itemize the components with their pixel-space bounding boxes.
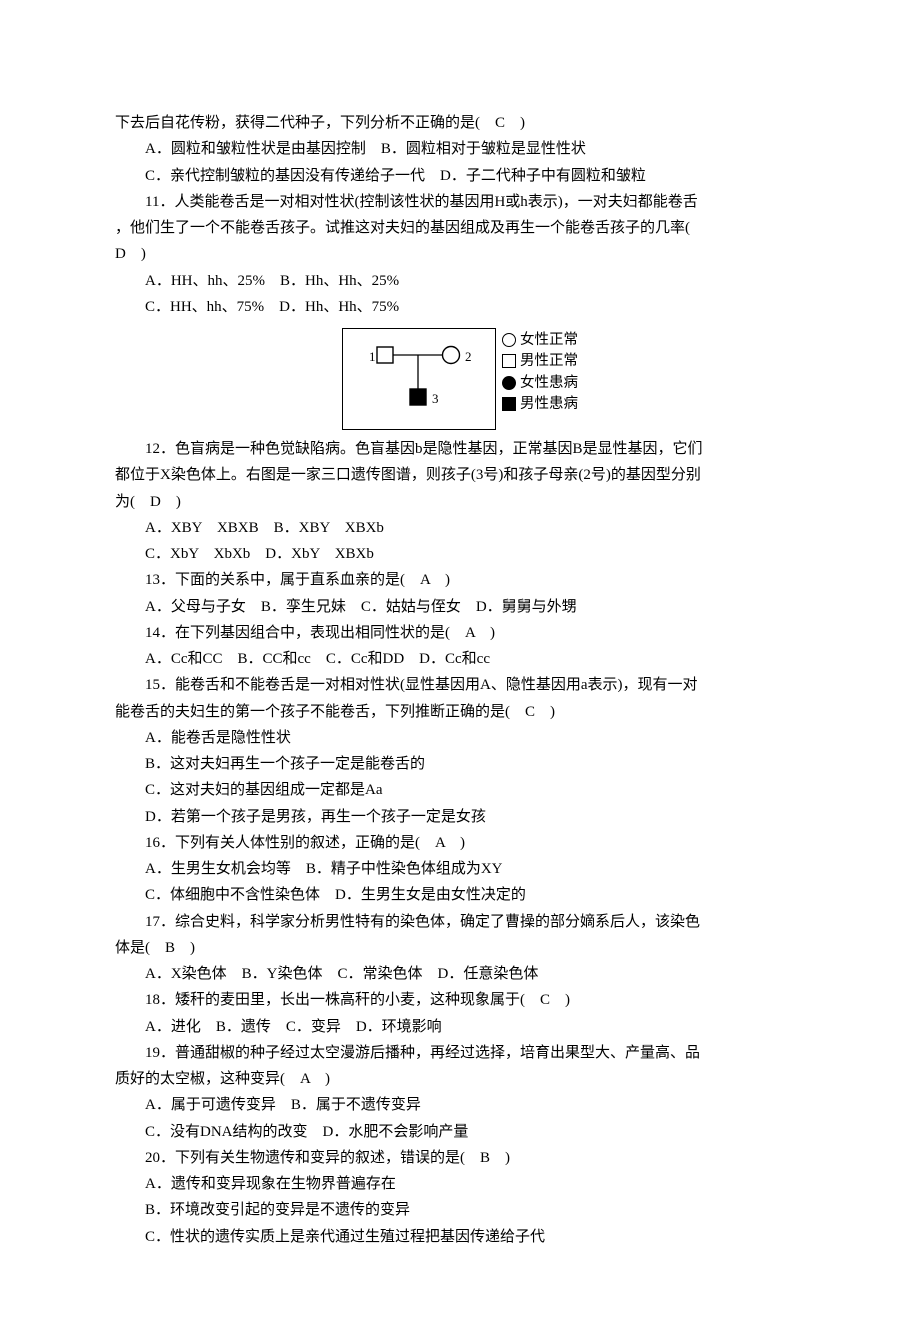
q20-option-a: A．遗传和变异现象在生物界普遍存在 [115, 1171, 805, 1197]
legend-male-affected: 男性患病 [502, 394, 578, 414]
q12-option-ab: A．XBY XBXB B．XBY XBXb [115, 515, 805, 541]
q12-stem-line2: 都位于X染色体上。右图是一家三口遗传图谱，则孩子(3号)和孩子母亲(2号)的基因… [115, 462, 805, 488]
q18-options: A．进化 B．遗传 C．变异 D．环境影响 [115, 1014, 805, 1040]
q16-option-cd: C．体细胞中不含性染色体 D．生男生女是由女性决定的 [115, 882, 805, 908]
pedigree-diagram: 1 2 3 女性正常 [342, 328, 578, 430]
legend-text-male-normal: 男性正常 [520, 351, 578, 371]
pedigree-svg: 1 2 3 [355, 339, 483, 421]
q20-option-c: C．性状的遗传实质上是亲代通过生殖过程把基因传递给子代 [115, 1224, 805, 1250]
q19-stem-line2: 质好的太空椒，这种变异( A ) [115, 1066, 805, 1092]
q14-options: A．Cc和CC B．CC和cc C．Cc和DD D．Cc和cc [115, 646, 805, 672]
legend-text-male-affected: 男性患病 [520, 394, 578, 414]
q19-option-ab: A．属于可遗传变异 B．属于不遗传变异 [115, 1092, 805, 1118]
legend-male-normal: 男性正常 [502, 351, 578, 371]
q12-stem-line3: 为( D ) [115, 489, 805, 515]
document-page: 下去后自花传粉，获得二代种子，下列分析不正确的是( C ) A．圆粒和皱粒性状是… [0, 0, 920, 1330]
q11-option-ab: A．HH、hh、25% B．Hh、Hh、25% [115, 268, 805, 294]
q15-stem-line1: 15．能卷舌和不能卷舌是一对相对性状(显性基因用A、隐性基因用a表示)，现有一对 [115, 672, 805, 698]
pedigree-label-3: 3 [432, 391, 439, 406]
q12-stem-line1: 12．色盲病是一种色觉缺陷病。色盲基因b是隐性基因，正常基因B是显性基因，它们 [115, 436, 805, 462]
pedigree-label-2: 2 [465, 349, 472, 364]
q13-stem: 13．下面的关系中，属于直系血亲的是( A ) [115, 567, 805, 593]
circle-empty-icon [502, 333, 516, 347]
pedigree-diagram-wrap: 1 2 3 女性正常 [115, 328, 805, 430]
square-fill-icon [502, 397, 516, 411]
intro-option-ab: A．圆粒和皱粒性状是由基因控制 B．圆粒相对于皱粒是显性性状 [115, 136, 805, 162]
q11-stem-line2: ，他们生了一个不能卷舌孩子。试推这对夫妇的基因组成及再生一个能卷舌孩子的几率( [115, 215, 805, 241]
q15-option-b: B．这对夫妇再生一个孩子一定是能卷舌的 [115, 751, 805, 777]
q16-stem: 16．下列有关人体性别的叙述，正确的是( A ) [115, 830, 805, 856]
q20-option-b: B．环境改变引起的变异是不遗传的变异 [115, 1197, 805, 1223]
q11-stem-line3: D ) [115, 241, 805, 267]
q16-option-ab: A．生男生女机会均等 B．精子中性染色体组成为XY [115, 856, 805, 882]
pedigree-box: 1 2 3 [342, 328, 496, 430]
q18-stem: 18．矮秆的麦田里，长出一株高秆的小麦，这种现象属于( C ) [115, 987, 805, 1013]
q20-stem: 20．下列有关生物遗传和变异的叙述，错误的是( B ) [115, 1145, 805, 1171]
intro-option-cd: C．亲代控制皱粒的基因没有传递给子一代 D．子二代种子中有圆粒和皱粒 [115, 163, 805, 189]
q15-option-a: A．能卷舌是隐性性状 [115, 725, 805, 751]
pedigree-label-1: 1 [369, 349, 376, 364]
pedigree-child-icon [410, 389, 426, 405]
q17-stem-line2: 体是( B ) [115, 935, 805, 961]
square-empty-icon [502, 354, 516, 368]
pedigree-legend: 女性正常 男性正常 女性患病 男性患病 [502, 328, 578, 415]
q13-options: A．父母与子女 B．孪生兄妹 C．姑姑与侄女 D．舅舅与外甥 [115, 594, 805, 620]
pedigree-mother-icon [443, 347, 460, 364]
q17-options: A．X染色体 B．Y染色体 C．常染色体 D．任意染色体 [115, 961, 805, 987]
q19-option-cd: C．没有DNA结构的改变 D．水肥不会影响产量 [115, 1119, 805, 1145]
intro-tail-line: 下去后自花传粉，获得二代种子，下列分析不正确的是( C ) [115, 110, 805, 136]
q15-option-c: C．这对夫妇的基因组成一定都是Aa [115, 777, 805, 803]
q15-stem-line2: 能卷舌的夫妇生的第一个孩子不能卷舌，下列推断正确的是( C ) [115, 699, 805, 725]
q11-stem-line1: 11．人类能卷舌是一对相对性状(控制该性状的基因用H或h表示)，一对夫妇都能卷舌 [115, 189, 805, 215]
q12-option-cd: C．XbY XbXb D．XbY XBXb [115, 541, 805, 567]
q11-option-cd: C．HH、hh、75% D．Hh、Hh、75% [115, 294, 805, 320]
legend-text-female-normal: 女性正常 [520, 330, 578, 350]
pedigree-father-icon [377, 347, 393, 363]
legend-female-affected: 女性患病 [502, 373, 578, 393]
q14-stem: 14．在下列基因组合中，表现出相同性状的是( A ) [115, 620, 805, 646]
legend-female-normal: 女性正常 [502, 330, 578, 350]
q15-option-d: D．若第一个孩子是男孩，再生一个孩子一定是女孩 [115, 804, 805, 830]
legend-text-female-affected: 女性患病 [520, 373, 578, 393]
circle-fill-icon [502, 376, 516, 390]
q19-stem-line1: 19．普通甜椒的种子经过太空漫游后播种，再经过选择，培育出果型大、产量高、品 [115, 1040, 805, 1066]
q17-stem-line1: 17．综合史料，科学家分析男性特有的染色体，确定了曹操的部分嫡系后人，该染色 [115, 909, 805, 935]
